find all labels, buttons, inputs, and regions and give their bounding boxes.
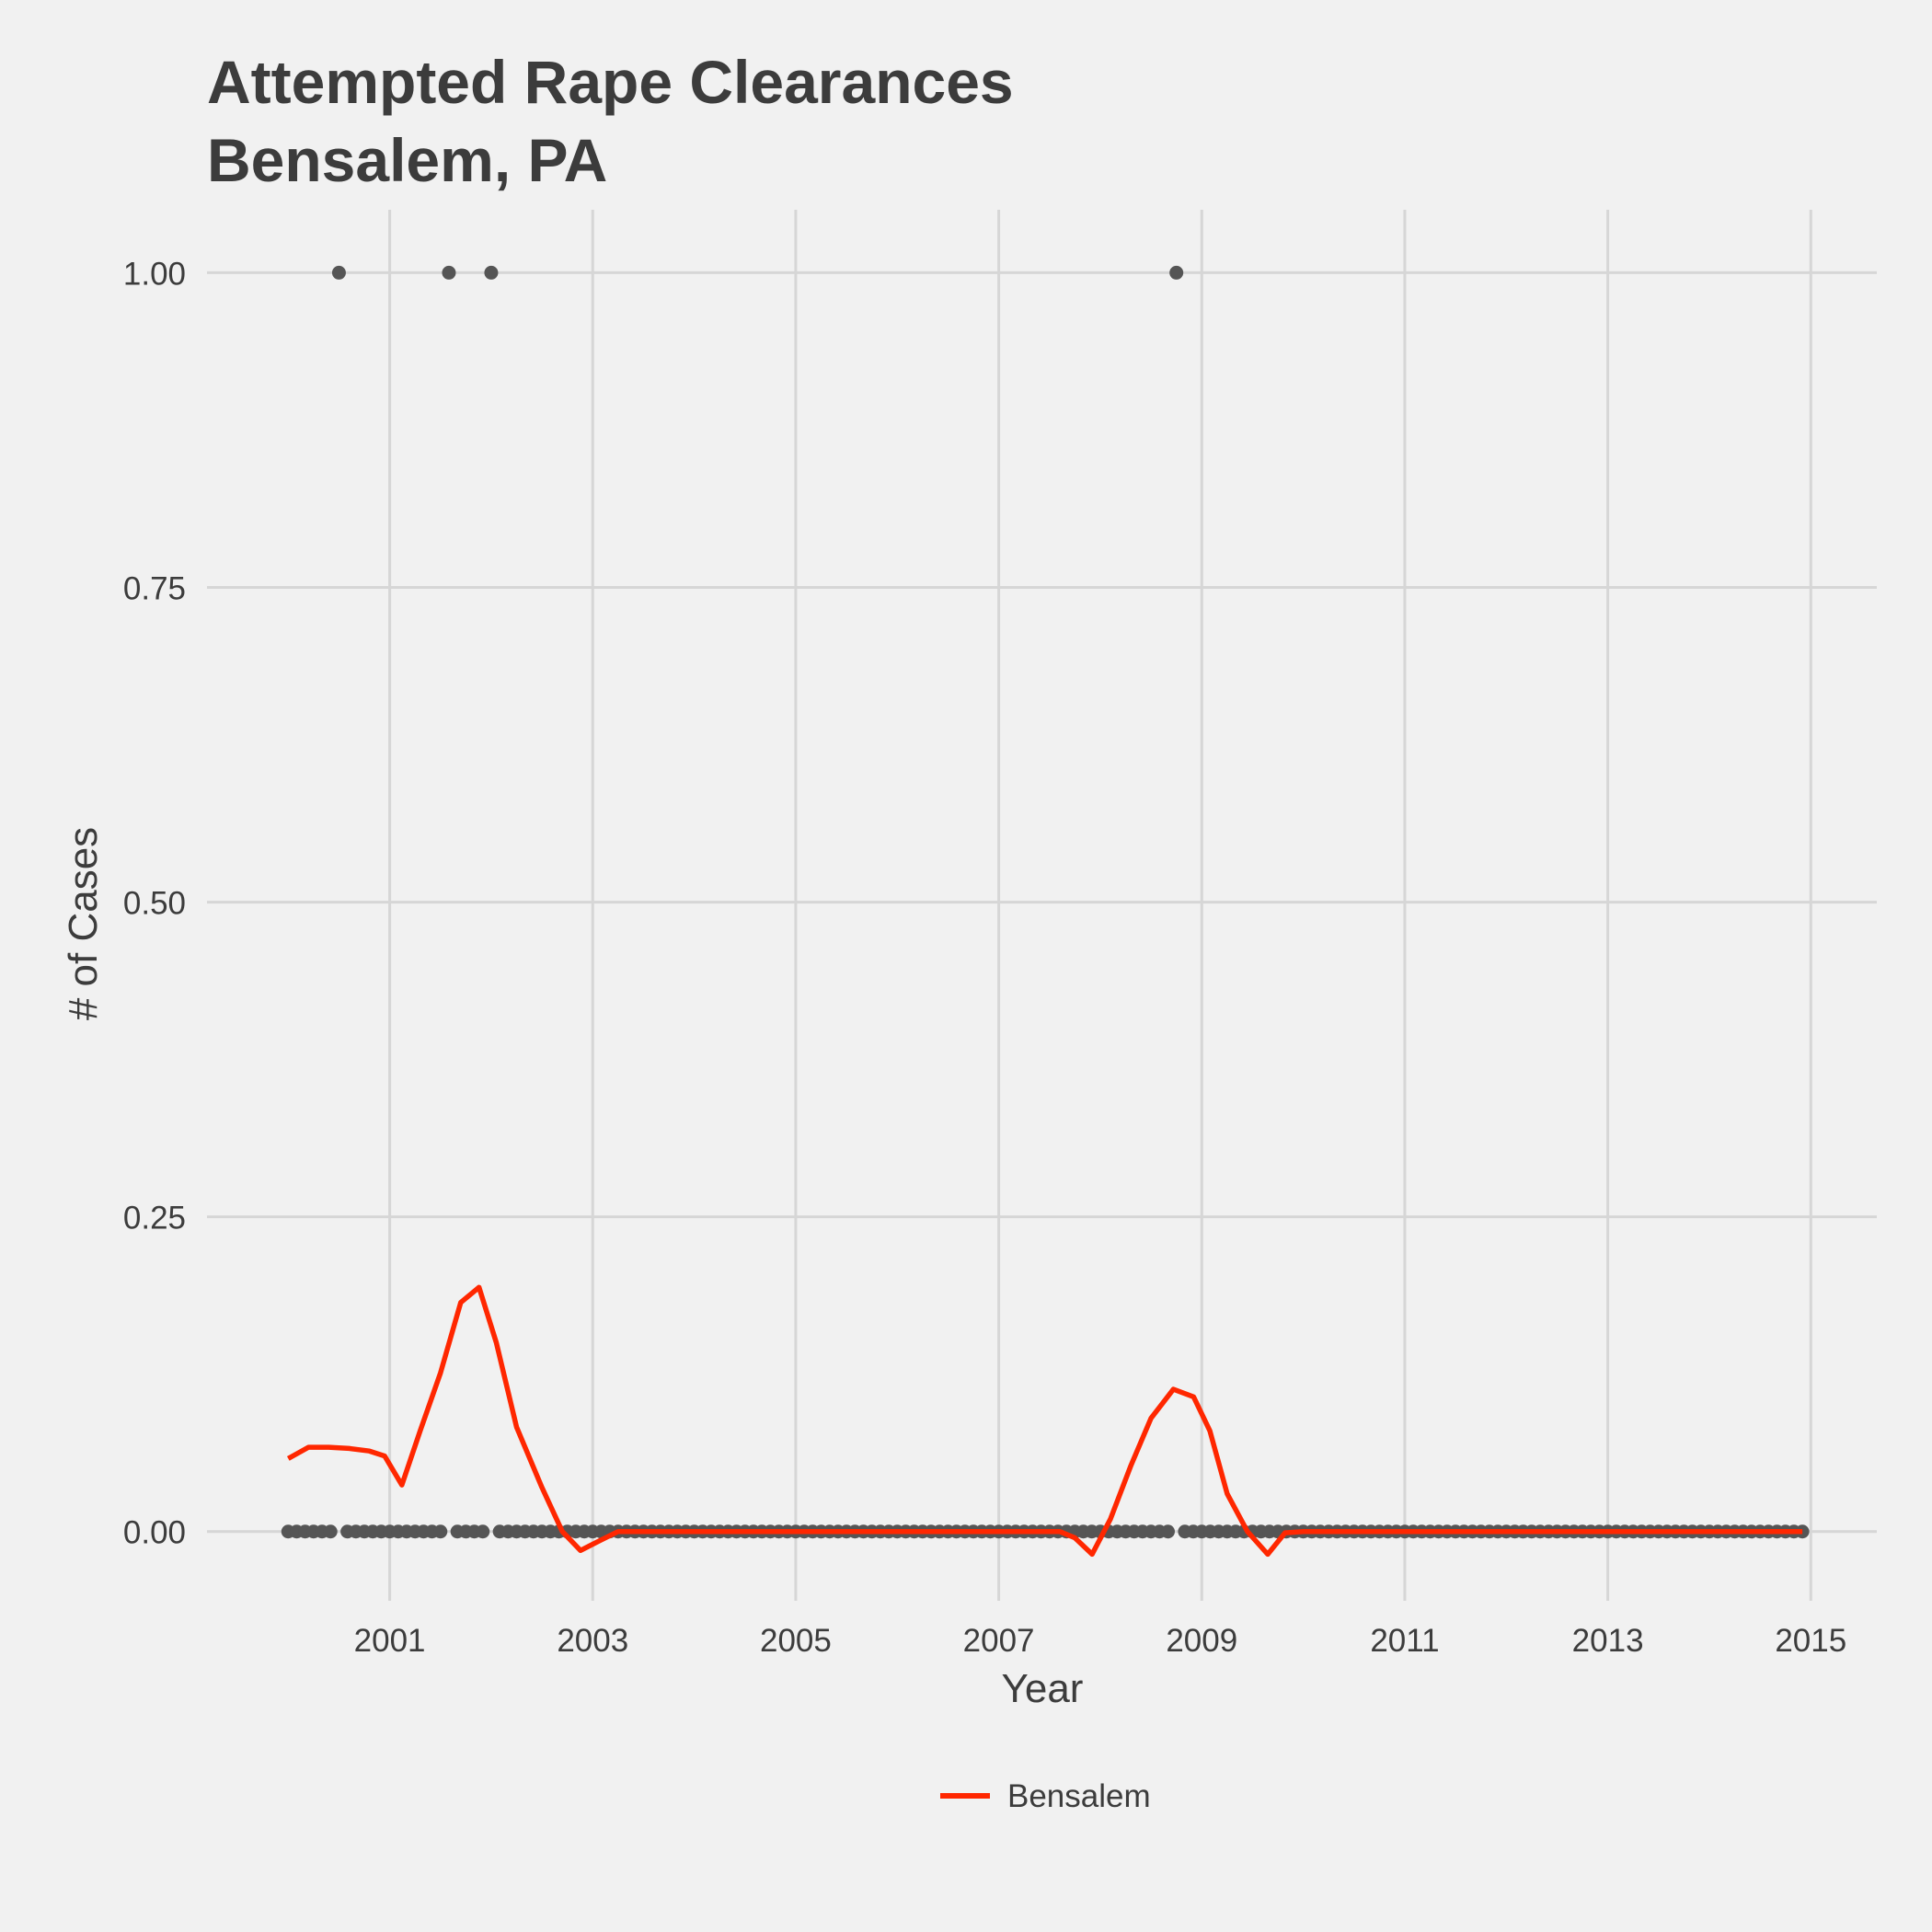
series-line-bensalem [286,1284,1803,1558]
gridlines [207,210,1877,1601]
y-tick-label: 0.50 [123,886,186,922]
chart-title: Attempted Rape Clearances [207,48,1014,116]
data-point-highlight [484,265,499,280]
x-tick-label: 2007 [963,1623,1035,1659]
data-point [323,1524,338,1539]
data-point-highlight [331,265,346,280]
x-tick-label: 2001 [354,1623,426,1659]
x-axis-title: Year [1002,1666,1084,1711]
data-point [433,1524,448,1539]
data-point [476,1524,490,1539]
x-tick-label: 2015 [1775,1623,1846,1659]
legend-label: Bensalem [1007,1778,1151,1814]
y-tick-label: 0.75 [123,570,186,606]
data-point [1160,1524,1175,1539]
y-axis-ticks: 0.00 0.25 0.50 0.75 1.00 [123,256,186,1550]
x-tick-label: 2005 [760,1623,832,1659]
x-tick-label: 2011 [1370,1623,1439,1659]
y-tick-label: 0.00 [123,1515,186,1551]
series-lines [286,1284,1803,1558]
chart-subtitle: Bensalem, PA [207,126,607,194]
x-tick-label: 2013 [1572,1623,1644,1659]
x-tick-label: 2003 [557,1623,628,1659]
y-tick-label: 1.00 [123,256,186,292]
x-tick-label: 2009 [1166,1623,1237,1659]
y-axis-title: # of Cases [61,827,106,1020]
x-axis-ticks: 2001 2003 2005 2007 2009 2011 2013 2015 [354,1623,1847,1659]
y-tick-label: 0.25 [123,1201,186,1236]
data-point-highlight [1169,265,1184,280]
data-point-highlight [442,265,456,280]
legend: Bensalem [940,1778,1151,1814]
